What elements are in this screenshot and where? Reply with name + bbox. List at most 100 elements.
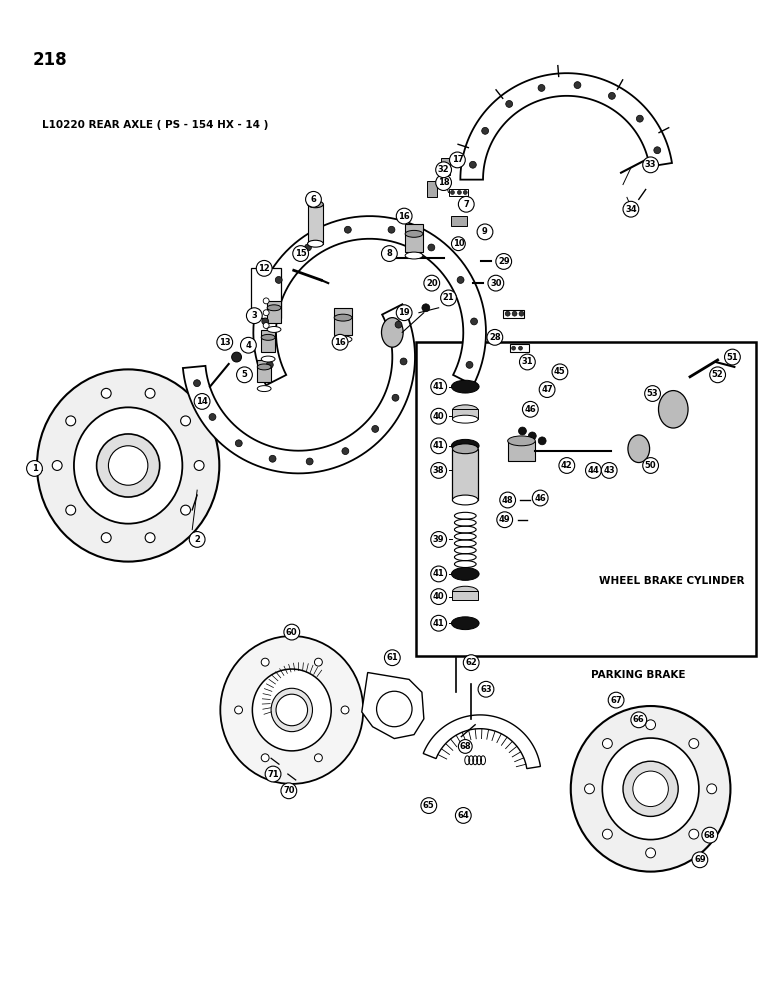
Circle shape <box>66 505 76 515</box>
Circle shape <box>559 458 575 473</box>
Circle shape <box>586 463 601 478</box>
Circle shape <box>646 848 655 858</box>
Text: 8: 8 <box>387 249 392 258</box>
Circle shape <box>345 226 351 233</box>
Circle shape <box>66 416 76 426</box>
Polygon shape <box>254 216 486 385</box>
Circle shape <box>263 298 269 304</box>
Circle shape <box>292 246 309 261</box>
Circle shape <box>101 533 111 543</box>
Circle shape <box>707 784 717 794</box>
Ellipse shape <box>571 706 730 872</box>
Text: 66: 66 <box>633 715 644 724</box>
Ellipse shape <box>452 380 479 393</box>
Circle shape <box>275 276 282 283</box>
Text: 16: 16 <box>399 212 410 221</box>
Bar <box>427 181 437 197</box>
Circle shape <box>232 352 242 362</box>
Circle shape <box>314 658 322 666</box>
Ellipse shape <box>452 495 478 505</box>
Ellipse shape <box>334 314 352 321</box>
Text: 30: 30 <box>490 279 502 288</box>
Circle shape <box>27 461 42 476</box>
Text: 32: 32 <box>438 165 449 174</box>
Text: 41: 41 <box>433 441 445 450</box>
Circle shape <box>194 394 210 409</box>
Text: 31: 31 <box>522 357 534 366</box>
Circle shape <box>463 190 467 194</box>
Circle shape <box>496 254 512 269</box>
Text: PARKING BRAKE: PARKING BRAKE <box>591 670 686 680</box>
Circle shape <box>538 84 545 91</box>
Circle shape <box>431 438 446 454</box>
Text: 43: 43 <box>604 466 615 475</box>
Circle shape <box>654 147 661 154</box>
Text: 51: 51 <box>726 353 739 362</box>
Ellipse shape <box>307 240 324 247</box>
Text: L10220 REAR AXLE ( PS - 154 HX - 14 ): L10220 REAR AXLE ( PS - 154 HX - 14 ) <box>42 120 269 130</box>
Circle shape <box>240 337 257 353</box>
Text: 47: 47 <box>541 385 553 394</box>
Ellipse shape <box>37 369 219 562</box>
Circle shape <box>478 681 494 697</box>
Polygon shape <box>362 673 424 739</box>
Circle shape <box>265 766 281 782</box>
Circle shape <box>235 706 243 714</box>
Bar <box>452 591 478 600</box>
Ellipse shape <box>74 407 183 524</box>
Text: 69: 69 <box>694 855 706 864</box>
Circle shape <box>646 720 655 730</box>
Text: 10: 10 <box>452 239 464 248</box>
Text: 38: 38 <box>433 466 445 475</box>
Text: 46: 46 <box>534 494 546 503</box>
Bar <box>508 441 535 461</box>
Polygon shape <box>424 715 541 769</box>
Ellipse shape <box>452 444 478 454</box>
Circle shape <box>396 305 412 321</box>
Text: 1: 1 <box>31 464 37 473</box>
Circle shape <box>332 334 348 350</box>
Text: 14: 14 <box>197 397 208 406</box>
Bar <box>251 268 281 318</box>
Text: 41: 41 <box>433 569 445 578</box>
Text: 18: 18 <box>438 178 449 187</box>
Ellipse shape <box>602 738 699 840</box>
Text: 49: 49 <box>499 515 511 524</box>
Text: 29: 29 <box>498 257 509 266</box>
Circle shape <box>608 92 615 99</box>
Ellipse shape <box>257 364 271 370</box>
Bar <box>261 330 275 352</box>
Bar <box>307 204 324 244</box>
Text: 6: 6 <box>310 195 317 204</box>
Ellipse shape <box>261 356 275 362</box>
Circle shape <box>505 311 510 316</box>
Circle shape <box>257 260 272 276</box>
Bar <box>257 360 271 382</box>
Polygon shape <box>183 304 415 473</box>
Circle shape <box>702 827 718 843</box>
Circle shape <box>470 161 477 168</box>
Bar <box>416 342 756 656</box>
Circle shape <box>145 388 155 398</box>
Ellipse shape <box>257 386 271 392</box>
Text: 39: 39 <box>433 535 445 544</box>
Bar <box>405 224 423 252</box>
Text: 71: 71 <box>268 770 279 779</box>
Bar <box>452 216 467 226</box>
Circle shape <box>266 361 273 368</box>
Ellipse shape <box>452 617 479 630</box>
Ellipse shape <box>658 391 688 428</box>
Text: 33: 33 <box>645 160 656 169</box>
Bar <box>503 310 524 318</box>
Text: 21: 21 <box>442 293 455 302</box>
Text: 40: 40 <box>433 412 445 421</box>
Circle shape <box>633 771 668 807</box>
Circle shape <box>512 311 517 316</box>
Ellipse shape <box>452 586 478 597</box>
Circle shape <box>692 852 707 868</box>
Text: 2: 2 <box>194 535 200 544</box>
Ellipse shape <box>267 305 281 311</box>
Bar <box>441 158 451 175</box>
Circle shape <box>456 808 471 823</box>
Circle shape <box>500 492 516 508</box>
